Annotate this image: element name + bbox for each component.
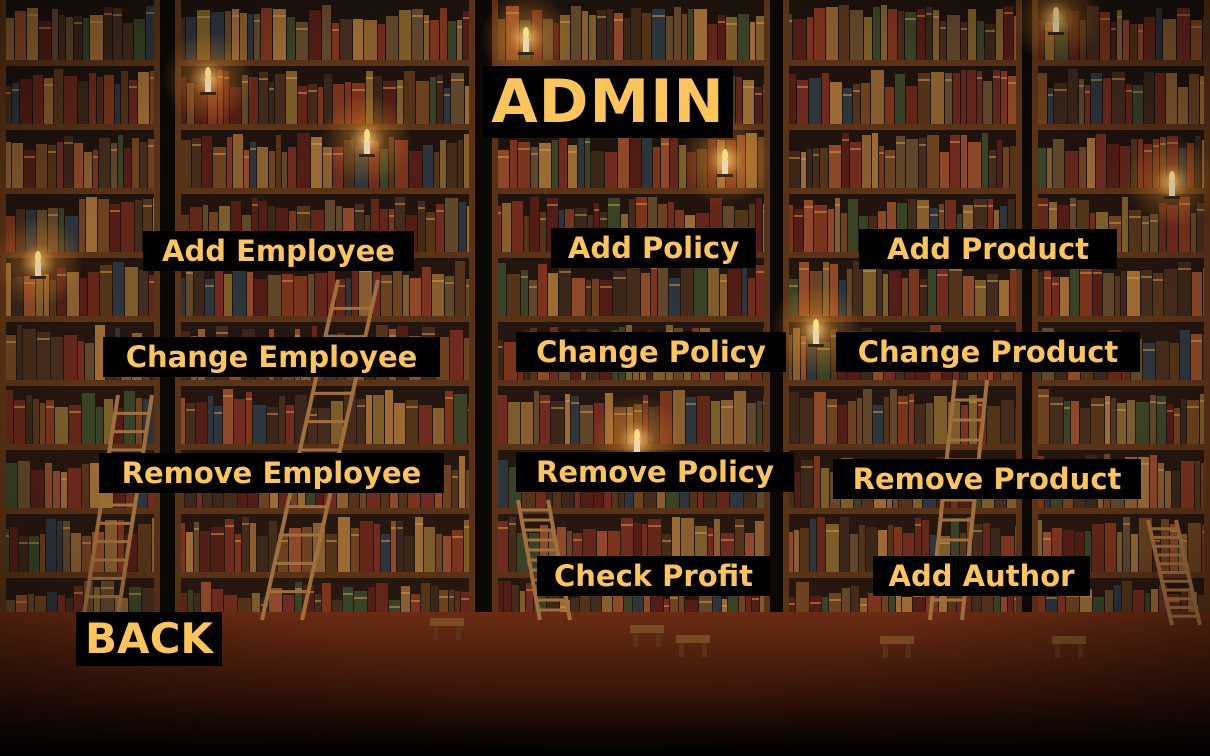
remove-product-button[interactable]: Remove Product <box>833 459 1141 499</box>
add-product-button[interactable]: Add Product <box>859 229 1117 269</box>
add-author-button[interactable]: Add Author <box>873 556 1090 596</box>
check-profit-button[interactable]: Check Profit <box>537 556 770 596</box>
add-employee-button[interactable]: Add Employee <box>143 231 414 271</box>
add-policy-button[interactable]: Add Policy <box>551 228 756 268</box>
back-button[interactable]: BACK <box>76 612 222 666</box>
change-product-button[interactable]: Change Product <box>836 332 1140 372</box>
remove-employee-button[interactable]: Remove Employee <box>99 453 444 493</box>
change-policy-button[interactable]: Change Policy <box>516 332 786 372</box>
change-employee-button[interactable]: Change Employee <box>103 337 440 377</box>
page-title: ADMIN <box>483 66 733 138</box>
remove-policy-button[interactable]: Remove Policy <box>516 452 794 492</box>
